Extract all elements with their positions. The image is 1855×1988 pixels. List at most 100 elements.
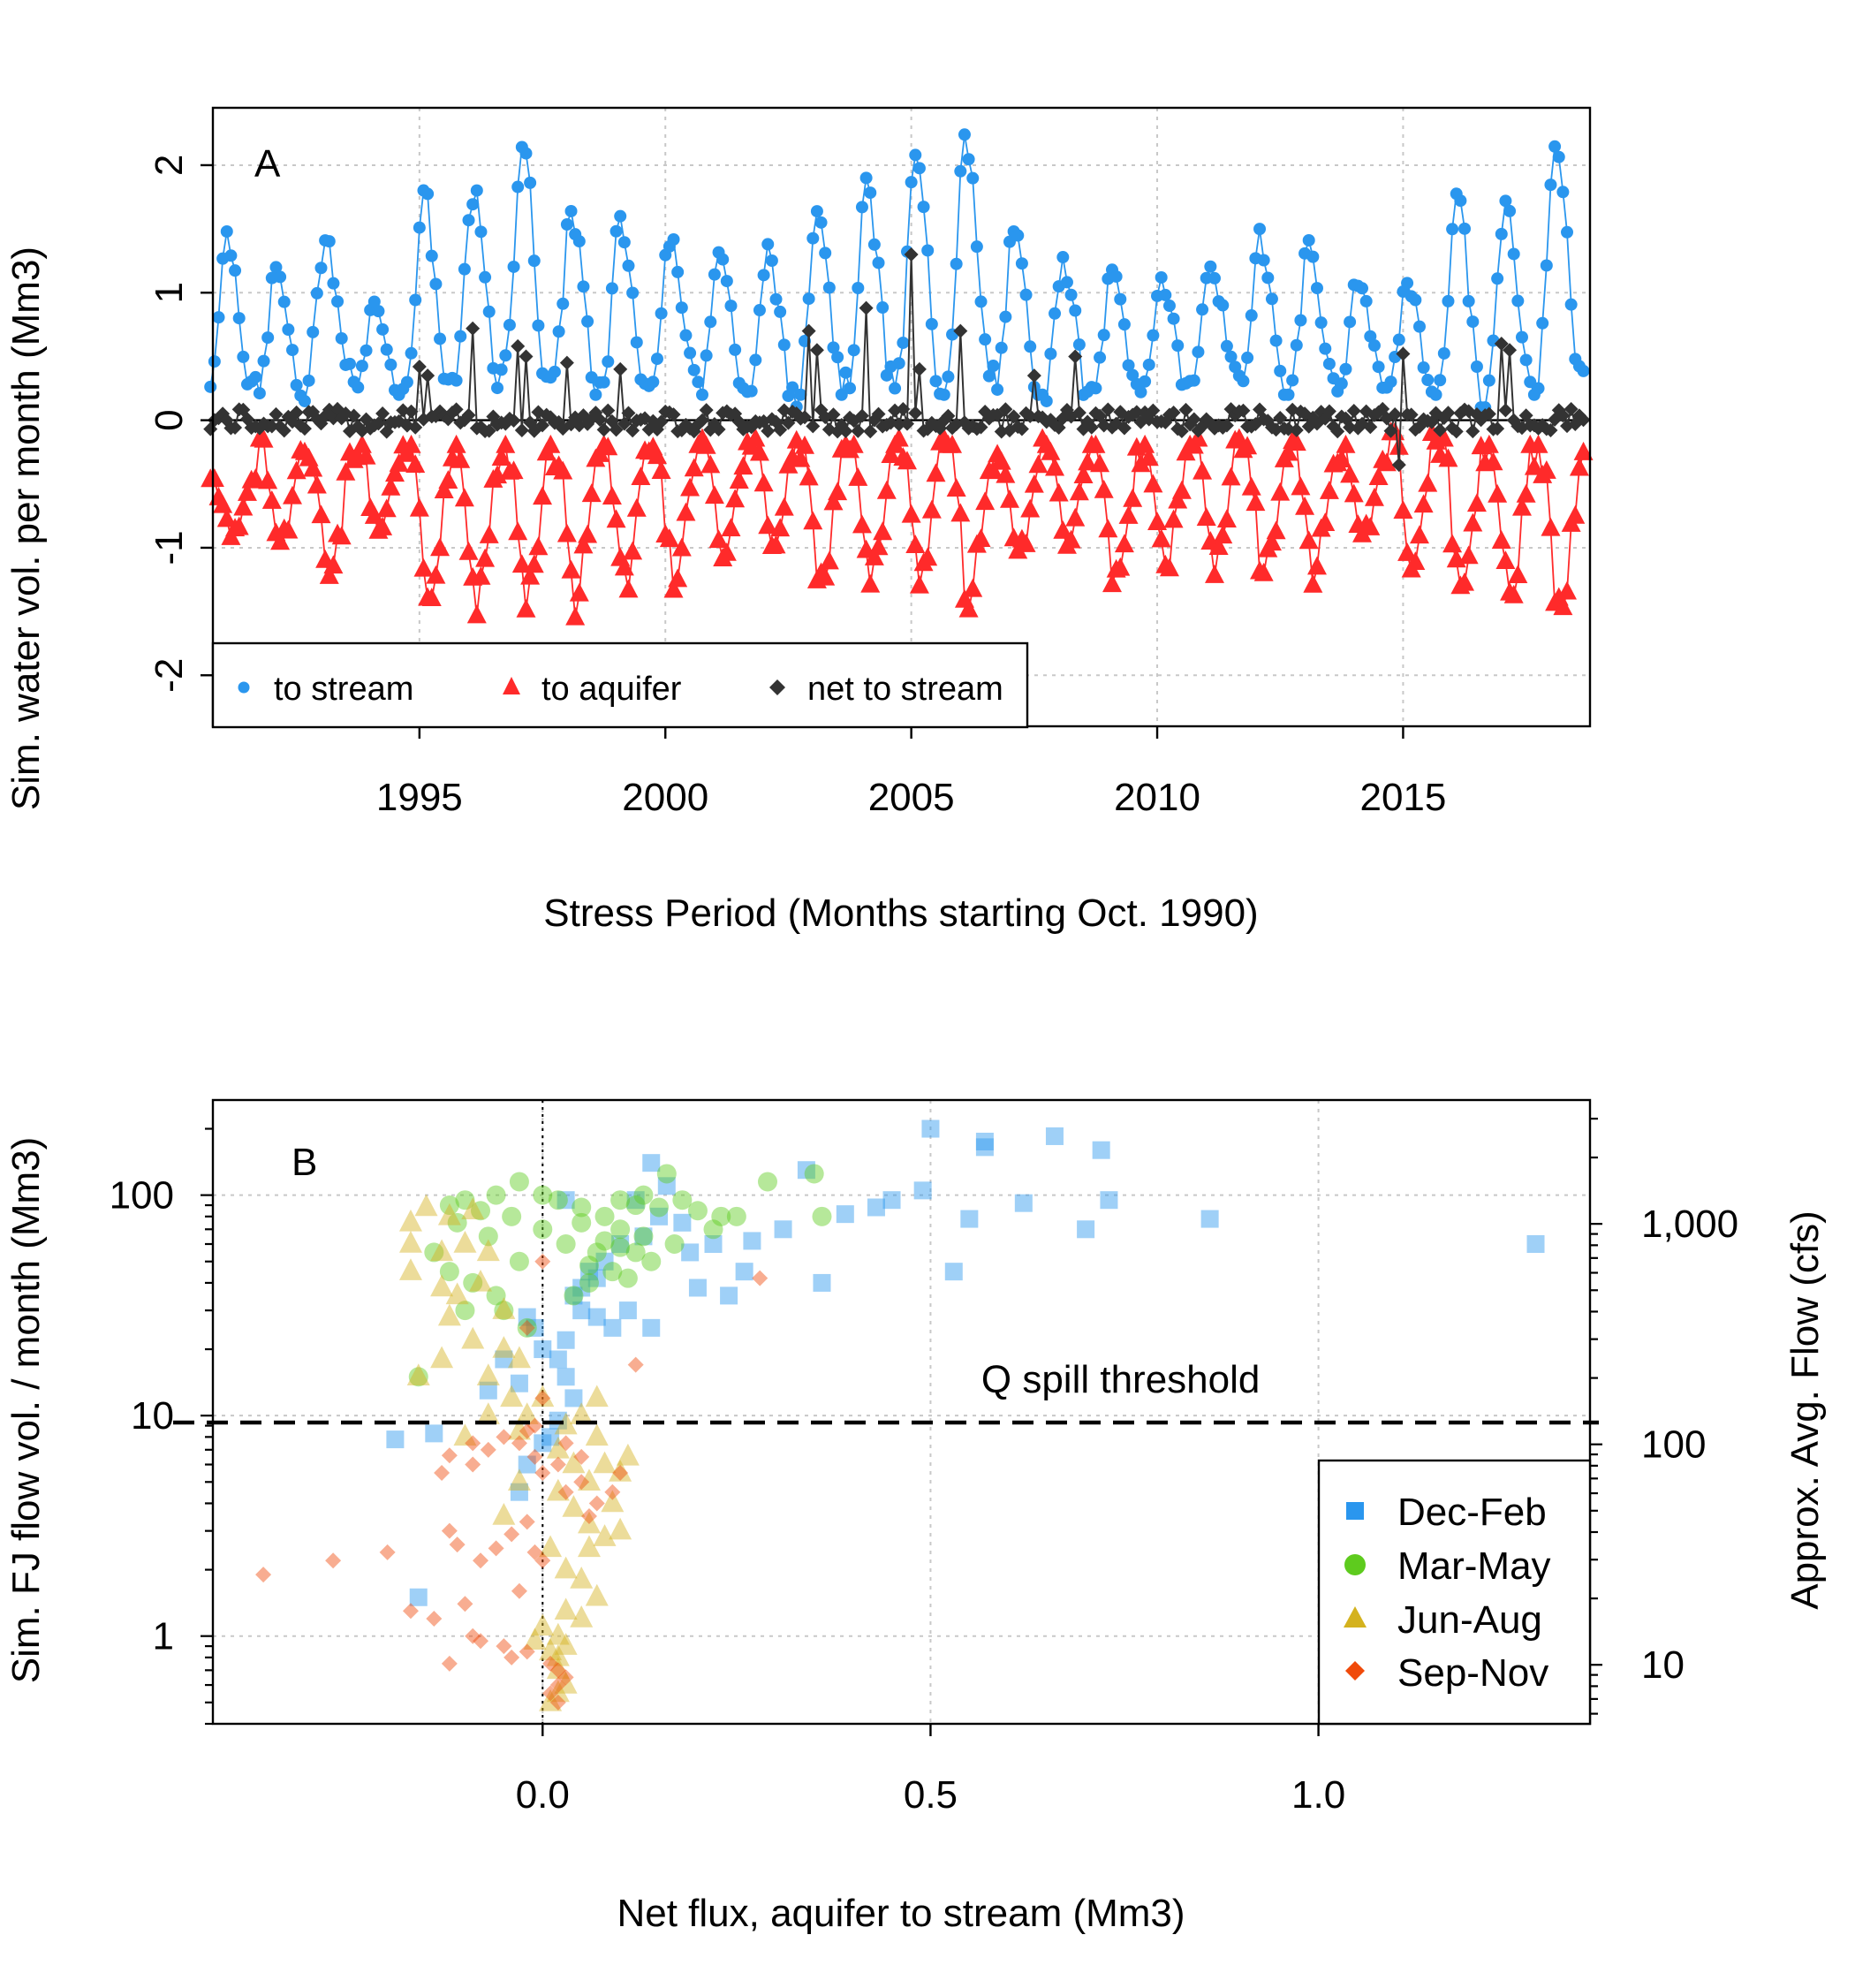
point-to-stream xyxy=(602,355,615,368)
point-jun-aug xyxy=(546,1622,570,1645)
point-to-aquifer xyxy=(1516,483,1536,503)
point-jun-aug xyxy=(570,1567,594,1589)
point-jun-aug xyxy=(562,1451,586,1474)
panel-b-x-axis: 0.0 0.5 1.0 xyxy=(516,1724,1345,1817)
point-to-stream xyxy=(376,322,390,336)
point-net-to-stream xyxy=(1576,413,1591,428)
point-sep-nov xyxy=(480,1441,496,1458)
point-to-aquifer xyxy=(918,547,938,566)
point-to-stream xyxy=(827,341,840,354)
point-to-aquifer xyxy=(1090,453,1110,473)
point-to-stream xyxy=(1302,233,1315,247)
point-jun-aug xyxy=(570,1605,594,1628)
point-to-stream xyxy=(831,351,844,364)
point-to-aquifer xyxy=(1397,542,1418,561)
point-to-aquifer xyxy=(844,434,864,453)
point-sep-nov xyxy=(504,1649,520,1666)
point-net-to-stream xyxy=(346,408,361,423)
point-to-stream xyxy=(1237,375,1250,388)
point-to-aquifer xyxy=(475,548,496,567)
point-dec-feb xyxy=(409,1588,428,1606)
point-to-stream xyxy=(1097,329,1110,342)
point-to-stream xyxy=(331,295,344,308)
point-net-to-stream xyxy=(420,368,435,383)
point-dec-feb xyxy=(572,1301,591,1320)
point-mar-may xyxy=(610,1190,631,1210)
point-to-aquifer xyxy=(511,554,532,573)
legend-label-jun-aug: Jun-Aug xyxy=(1397,1598,1542,1642)
point-net-to-stream xyxy=(1391,458,1406,473)
point-net-to-stream xyxy=(695,413,710,428)
point-sep-nov xyxy=(441,1447,458,1464)
point-to-aquifer xyxy=(581,483,602,503)
point-to-aquifer xyxy=(1020,498,1041,518)
point-to-aquifer xyxy=(204,468,224,488)
point-to-stream xyxy=(1401,277,1414,290)
point-net-to-stream xyxy=(621,406,636,421)
point-dec-feb xyxy=(1092,1141,1110,1159)
point-dec-feb xyxy=(556,1191,575,1210)
point-mar-may xyxy=(486,1286,506,1306)
point-to-aquifer xyxy=(881,444,901,464)
point-to-aquifer xyxy=(524,554,544,573)
point-to-aquifer xyxy=(1065,507,1086,527)
y-tick-label: -1 xyxy=(148,530,191,565)
point-to-aquifer xyxy=(1331,449,1352,467)
series-sep-nov xyxy=(255,1253,768,1711)
point-to-aquifer xyxy=(1458,545,1479,565)
point-sep-nov xyxy=(573,1474,590,1491)
point-to-stream xyxy=(204,380,217,393)
point-to-aquifer xyxy=(1261,532,1282,551)
point-jun-aug xyxy=(539,1688,563,1711)
point-to-stream xyxy=(1421,374,1435,387)
point-to-aquifer xyxy=(508,521,528,541)
point-mar-may xyxy=(533,1219,553,1240)
point-to-aquifer xyxy=(1098,519,1118,538)
point-to-stream xyxy=(1319,342,1332,355)
point-mar-may xyxy=(656,1164,677,1184)
point-dec-feb xyxy=(618,1301,637,1320)
series-to-stream xyxy=(204,128,1590,414)
point-mar-may xyxy=(517,1317,537,1338)
point-net-to-stream xyxy=(859,300,874,315)
point-to-aquifer xyxy=(897,451,917,470)
panel-a-y-label: Sim. water vol. per month (Mm3) xyxy=(4,247,48,810)
point-sep-nov xyxy=(441,1522,458,1539)
point-net-to-stream xyxy=(1481,406,1496,421)
point-to-aquifer xyxy=(1147,512,1168,530)
point-net-to-stream xyxy=(264,419,279,434)
point-net-to-stream xyxy=(559,355,574,370)
point-to-aquifer xyxy=(999,489,1019,508)
point-to-aquifer xyxy=(458,541,479,560)
point-to-stream xyxy=(352,381,365,394)
point-to-aquifer xyxy=(823,491,844,511)
point-to-stream xyxy=(991,383,1004,396)
point-to-stream xyxy=(650,353,663,366)
point-net-to-stream xyxy=(1449,424,1464,439)
point-to-stream xyxy=(872,256,885,269)
point-to-stream xyxy=(1344,315,1357,329)
point-to-aquifer xyxy=(430,537,450,557)
point-to-aquifer xyxy=(1286,432,1306,451)
point-to-stream xyxy=(327,277,340,290)
point-dec-feb xyxy=(720,1286,738,1305)
point-to-aquifer xyxy=(1364,487,1384,506)
point-jun-aug xyxy=(593,1451,617,1474)
point-to-stream xyxy=(310,286,323,300)
point-to-stream xyxy=(1335,377,1348,391)
point-to-stream xyxy=(970,240,983,254)
point-mar-may xyxy=(625,1242,646,1263)
point-mar-may xyxy=(610,1219,631,1240)
point-jun-aug xyxy=(539,1638,563,1661)
point-to-stream xyxy=(282,323,295,337)
point-to-stream xyxy=(409,293,422,307)
point-jun-aug xyxy=(609,1460,632,1482)
point-jun-aug xyxy=(523,1628,547,1650)
point-to-stream xyxy=(1564,298,1578,311)
point-to-stream xyxy=(647,376,660,389)
point-to-aquifer xyxy=(950,503,971,522)
x-tick-label: 0.5 xyxy=(904,1773,958,1817)
point-to-aquifer xyxy=(1298,530,1319,550)
point-to-stream xyxy=(560,217,573,231)
point-to-stream xyxy=(982,369,996,383)
